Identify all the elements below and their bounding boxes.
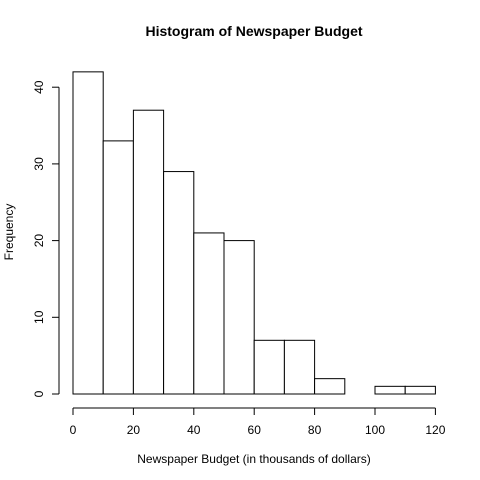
y-tick-label: 30 [32, 157, 46, 171]
y-tick-label: 40 [32, 80, 46, 94]
y-axis: 0 10 20 30 40 [32, 80, 60, 397]
x-axis-label: Newspaper Budget (in thousands of dollar… [137, 452, 370, 466]
histogram-bar [132, 109, 165, 395]
histogram-bar [193, 232, 225, 395]
x-tick-label: 60 [248, 423, 262, 437]
histogram-bar [72, 71, 104, 395]
histogram-bar [163, 171, 195, 395]
x-tick-label: 80 [308, 423, 322, 437]
x-tick-label: 20 [127, 423, 141, 437]
x-axis: 0 20 40 60 80 100 120 [70, 407, 446, 437]
x-tick-label: 40 [187, 423, 201, 437]
histogram-bar [223, 240, 255, 395]
x-tick-label: 100 [365, 423, 385, 437]
y-axis-label: Frequency [2, 204, 16, 261]
x-tick-label: 120 [425, 423, 445, 437]
y-tick-label: 0 [32, 390, 46, 397]
histogram-bar [253, 339, 285, 395]
histogram-bar [102, 140, 134, 395]
x-tick-label: 0 [70, 423, 77, 437]
y-tick-label: 10 [32, 310, 46, 324]
histogram-bar [374, 385, 406, 395]
histogram-bar [404, 385, 436, 395]
bars-group [72, 71, 436, 395]
y-tick-label: 20 [32, 234, 46, 248]
chart-title: Histogram of Newspaper Budget [145, 23, 362, 39]
histogram-bar [283, 339, 316, 395]
histogram-bar [314, 378, 346, 395]
